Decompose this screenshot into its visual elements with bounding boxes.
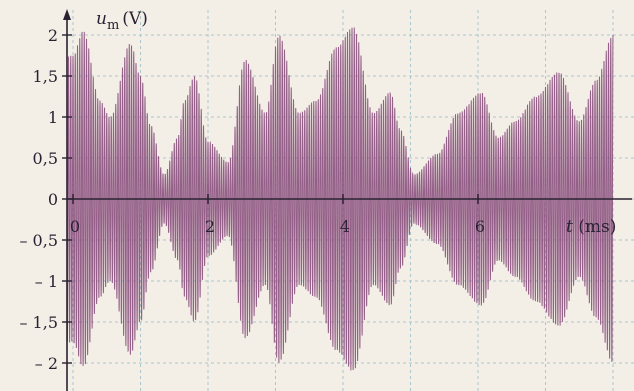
y-tick-label: – 0,5	[19, 231, 58, 250]
x-axis-symbol: t	[566, 217, 573, 237]
y-tick-label: – 1	[35, 272, 58, 291]
y-tick-label: 1	[48, 108, 58, 127]
y-axis-symbol: u	[96, 9, 107, 29]
y-tick-label: – 1,5	[19, 313, 58, 332]
y-tick-label: 0	[48, 190, 58, 209]
label-layer: um (V) t (ms)	[96, 9, 616, 237]
x-tick-label: 0	[70, 217, 80, 236]
axes-layer	[63, 9, 632, 391]
y-tick-label: 2	[48, 26, 58, 45]
x-axis-label: t (ms)	[566, 217, 616, 237]
x-tick-label: 2	[205, 217, 215, 236]
x-tick-label: 6	[475, 217, 485, 236]
signal-trace	[67, 27, 614, 371]
tick-layer: 2 1,5 1 0,5 0 – 0,5 – 1 – 1,5 – 2 0 2 4 6	[19, 26, 485, 373]
y-axis-label: um (V)	[96, 9, 148, 33]
y-axis-subscript: m	[107, 18, 119, 33]
x-axis-unit: (ms)	[573, 217, 617, 237]
y-axis-arrow	[63, 9, 71, 20]
signal-layer	[67, 27, 614, 371]
y-axis-unit: (V)	[122, 9, 148, 29]
y-tick-label: – 2	[35, 354, 58, 373]
x-tick-label: 4	[340, 217, 350, 236]
y-tick-label: 0,5	[33, 149, 58, 168]
y-tick-label: 1,5	[33, 67, 58, 86]
